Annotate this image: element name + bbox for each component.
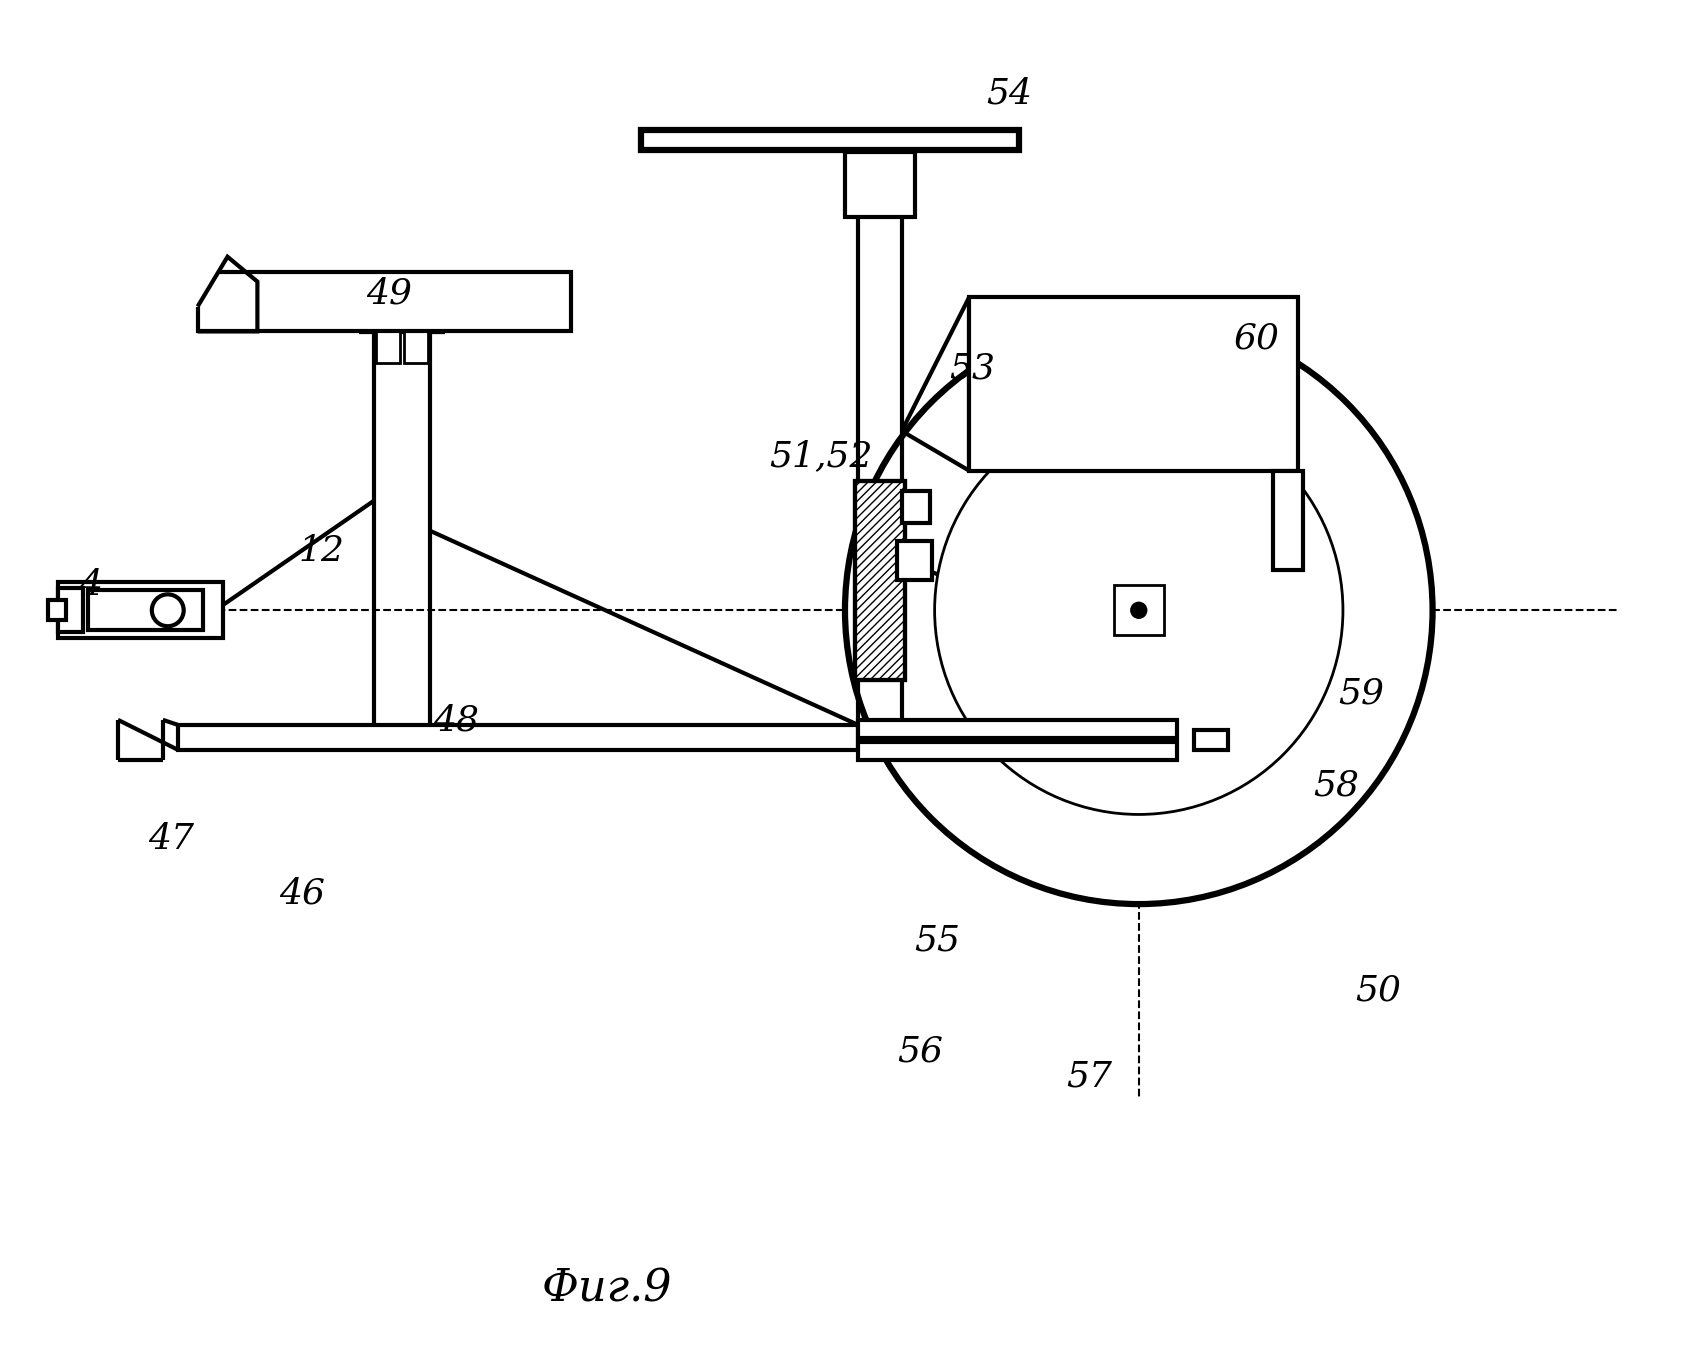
Text: 50: 50: [1354, 974, 1399, 1008]
Bar: [49, 601, 66, 620]
Bar: [897, 541, 932, 580]
Bar: [59, 583, 222, 639]
Bar: [902, 491, 928, 523]
Text: 51,52: 51,52: [769, 439, 873, 473]
Bar: [1113, 586, 1162, 635]
Bar: [854, 481, 905, 680]
Text: 53: 53: [949, 351, 994, 385]
Bar: [858, 720, 1176, 738]
Text: 59: 59: [1337, 675, 1383, 709]
Bar: [87, 590, 202, 631]
Text: 56: 56: [897, 1034, 942, 1068]
Bar: [404, 332, 427, 363]
Bar: [375, 332, 400, 363]
Circle shape: [1130, 602, 1145, 618]
Circle shape: [151, 594, 183, 626]
Bar: [59, 588, 82, 632]
Bar: [844, 152, 913, 217]
Text: 58: 58: [1312, 768, 1357, 802]
Polygon shape: [197, 272, 570, 332]
Text: 55: 55: [913, 924, 959, 958]
Text: 4: 4: [79, 568, 103, 602]
Bar: [641, 130, 1019, 151]
Text: 48: 48: [432, 703, 479, 737]
Bar: [858, 742, 1176, 760]
Circle shape: [934, 406, 1342, 814]
Text: 57: 57: [1066, 1059, 1112, 1093]
Text: 46: 46: [279, 877, 325, 911]
Circle shape: [844, 317, 1431, 904]
Text: 54: 54: [986, 76, 1031, 110]
Text: 49: 49: [365, 277, 412, 311]
Text: 12: 12: [299, 534, 345, 568]
Bar: [854, 481, 905, 680]
Bar: [1193, 730, 1228, 750]
Bar: [1273, 470, 1302, 571]
Bar: [969, 296, 1297, 470]
Polygon shape: [197, 257, 257, 332]
Bar: [178, 724, 858, 750]
Text: 47: 47: [148, 822, 193, 856]
Text: Фиг.9: Фиг.9: [542, 1267, 671, 1310]
Text: 60: 60: [1233, 322, 1280, 356]
